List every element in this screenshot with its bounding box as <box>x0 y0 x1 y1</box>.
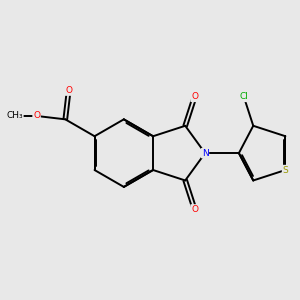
Text: CH₃: CH₃ <box>6 112 23 121</box>
Text: O: O <box>191 205 198 214</box>
Text: O: O <box>65 86 72 95</box>
Text: N: N <box>202 148 208 158</box>
Text: O: O <box>191 92 198 101</box>
Text: S: S <box>283 166 288 175</box>
Text: Cl: Cl <box>239 92 248 101</box>
Text: O: O <box>33 112 40 121</box>
